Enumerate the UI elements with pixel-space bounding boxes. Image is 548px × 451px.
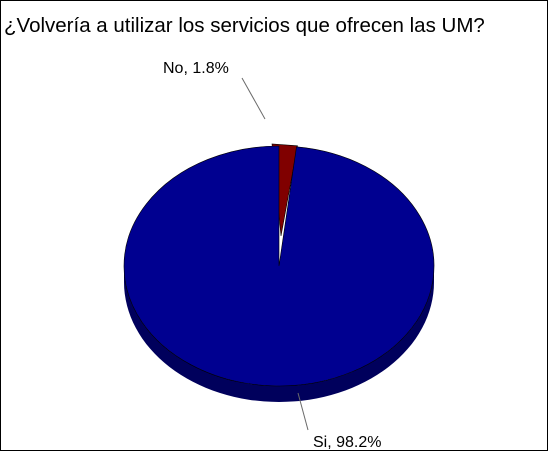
pie-top <box>123 143 435 387</box>
pie-labels: No, 1.8% Si, 98.2% <box>163 60 381 450</box>
leader-line-si <box>297 392 309 431</box>
data-label-no: No, 1.8% <box>163 60 229 77</box>
chart-title: ¿Volvería a utilizar los servicios que o… <box>4 14 485 37</box>
pie-slice-si <box>123 145 435 387</box>
leader-line-no <box>241 77 266 120</box>
data-label-si: Si, 98.2% <box>313 434 381 450</box>
